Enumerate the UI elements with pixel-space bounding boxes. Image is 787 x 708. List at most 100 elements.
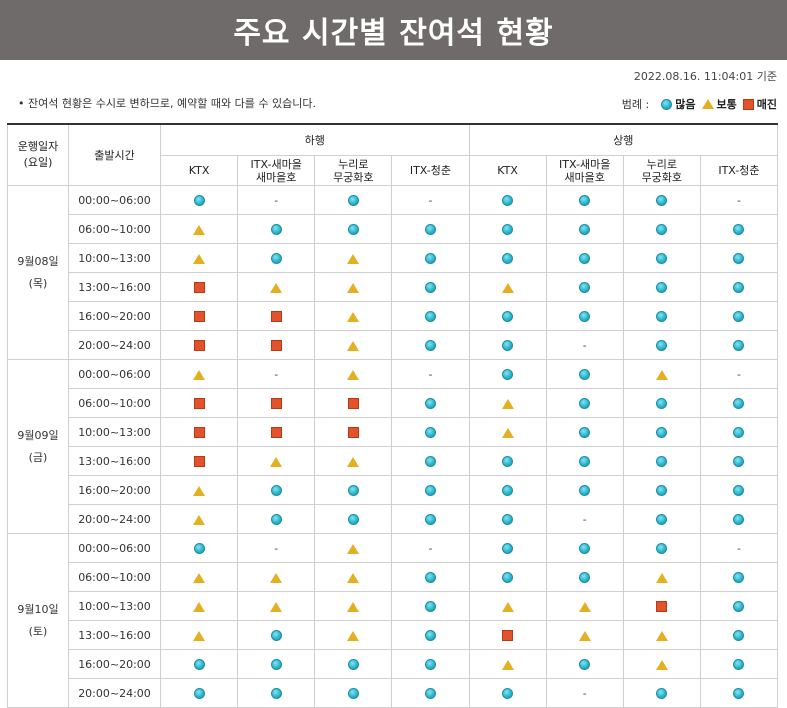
status-cell[interactable] [545,214,624,244]
status-cell[interactable]: - [699,185,779,215]
status-cell[interactable] [314,446,393,476]
status-cell[interactable] [391,678,470,708]
status-cell[interactable] [545,562,624,592]
status-cell[interactable] [314,388,393,418]
status-cell[interactable] [545,417,624,447]
status-cell[interactable] [468,446,547,476]
status-cell[interactable]: - [699,359,779,389]
status-cell[interactable] [159,301,239,331]
status-cell[interactable] [391,591,470,621]
status-cell[interactable] [545,649,624,679]
status-cell[interactable] [391,272,470,302]
status-cell[interactable]: - [391,359,470,389]
status-cell[interactable] [468,214,547,244]
status-cell[interactable]: - [237,359,316,389]
status-cell[interactable] [699,620,779,650]
status-cell[interactable] [159,649,239,679]
status-cell[interactable] [391,475,470,505]
status-cell[interactable] [622,649,701,679]
status-cell[interactable] [622,243,701,273]
status-cell[interactable] [237,620,316,650]
status-cell[interactable] [237,214,316,244]
status-cell[interactable] [699,678,779,708]
status-cell[interactable]: - [545,678,624,708]
status-cell[interactable] [237,475,316,505]
status-cell[interactable] [545,243,624,273]
status-cell[interactable] [622,330,701,360]
status-cell[interactable] [159,330,239,360]
status-cell[interactable] [699,649,779,679]
status-cell[interactable] [699,562,779,592]
status-cell[interactable] [314,591,393,621]
status-cell[interactable] [391,330,470,360]
status-cell[interactable] [237,591,316,621]
status-cell[interactable] [314,359,393,389]
status-cell[interactable] [545,533,624,563]
status-cell[interactable] [391,562,470,592]
status-cell[interactable] [622,417,701,447]
status-cell[interactable] [237,243,316,273]
status-cell[interactable] [468,243,547,273]
status-cell[interactable] [159,591,239,621]
status-cell[interactable] [391,388,470,418]
status-cell[interactable]: - [699,533,779,563]
status-cell[interactable] [159,359,239,389]
status-cell[interactable] [622,301,701,331]
status-cell[interactable] [159,678,239,708]
status-cell[interactable] [545,475,624,505]
status-cell[interactable] [314,214,393,244]
status-cell[interactable] [237,301,316,331]
status-cell[interactable] [159,272,239,302]
status-cell[interactable] [699,272,779,302]
status-cell[interactable] [159,620,239,650]
status-cell[interactable] [699,388,779,418]
status-cell[interactable] [468,620,547,650]
status-cell[interactable] [622,272,701,302]
status-cell[interactable] [391,214,470,244]
status-cell[interactable] [468,533,547,563]
status-cell[interactable] [159,417,239,447]
status-cell[interactable] [699,446,779,476]
status-cell[interactable] [622,562,701,592]
status-cell[interactable] [699,475,779,505]
status-cell[interactable] [468,649,547,679]
status-cell[interactable] [468,475,547,505]
status-cell[interactable] [391,243,470,273]
status-cell[interactable] [468,301,547,331]
status-cell[interactable] [159,214,239,244]
status-cell[interactable] [545,620,624,650]
status-cell[interactable] [391,620,470,650]
status-cell[interactable] [314,330,393,360]
status-cell[interactable] [622,620,701,650]
status-cell[interactable] [237,272,316,302]
status-cell[interactable] [545,591,624,621]
status-cell[interactable] [237,330,316,360]
status-cell[interactable] [314,504,393,534]
status-cell[interactable] [545,272,624,302]
status-cell[interactable] [314,533,393,563]
status-cell[interactable] [391,446,470,476]
status-cell[interactable] [622,678,701,708]
status-cell[interactable] [314,475,393,505]
status-cell[interactable] [314,301,393,331]
status-cell[interactable] [468,591,547,621]
status-cell[interactable] [622,359,701,389]
status-cell[interactable] [237,446,316,476]
status-cell[interactable] [159,243,239,273]
status-cell[interactable] [622,185,701,215]
status-cell[interactable] [237,504,316,534]
status-cell[interactable] [545,185,624,215]
status-cell[interactable] [314,678,393,708]
status-cell[interactable] [468,330,547,360]
status-cell[interactable] [699,591,779,621]
status-cell[interactable] [159,185,239,215]
status-cell[interactable] [468,678,547,708]
status-cell[interactable]: - [237,185,316,215]
status-cell[interactable] [159,533,239,563]
status-cell[interactable]: - [545,330,624,360]
status-cell[interactable] [314,243,393,273]
status-cell[interactable] [237,388,316,418]
status-cell[interactable] [468,504,547,534]
status-cell[interactable] [622,504,701,534]
status-cell[interactable] [237,649,316,679]
